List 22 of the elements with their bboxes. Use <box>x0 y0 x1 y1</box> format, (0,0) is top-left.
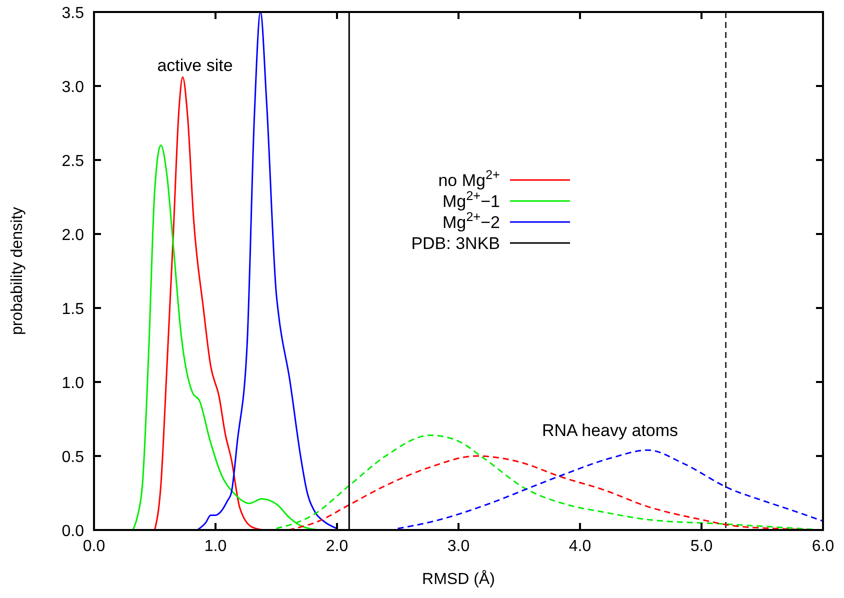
y-tick-label: 2.0 <box>62 227 84 244</box>
x-tick-label: 5.0 <box>690 538 713 555</box>
y-tick-label: 0.0 <box>62 523 84 540</box>
annotation: active site <box>157 56 233 75</box>
x-tick-label: 1.0 <box>204 538 227 555</box>
y-tick-label: 3.5 <box>62 5 84 22</box>
y-axis-title: probability density <box>9 206 26 336</box>
legend-label: no Mg$^{2+}$ <box>438 166 500 190</box>
x-tick-label: 4.0 <box>568 538 592 555</box>
y-tick-label: 0.5 <box>62 449 84 466</box>
x-tick-label: 0.0 <box>82 538 106 555</box>
line-series <box>397 449 823 530</box>
x-axis-title: RMSD (Å) <box>422 570 495 588</box>
y-tick-label: 2.5 <box>62 153 84 170</box>
x-tick-label: 3.0 <box>447 538 470 555</box>
legend-label: PDB: 3NKB <box>411 234 500 253</box>
x-tick-label: 2.0 <box>326 538 348 555</box>
x-tick-label: 6.0 <box>812 538 834 555</box>
annotation: RNA heavy atoms <box>542 421 678 440</box>
y-tick-label: 1.5 <box>62 301 84 318</box>
y-tick-label: 3.0 <box>62 79 84 96</box>
y-tick-label: 1.0 <box>62 375 84 392</box>
